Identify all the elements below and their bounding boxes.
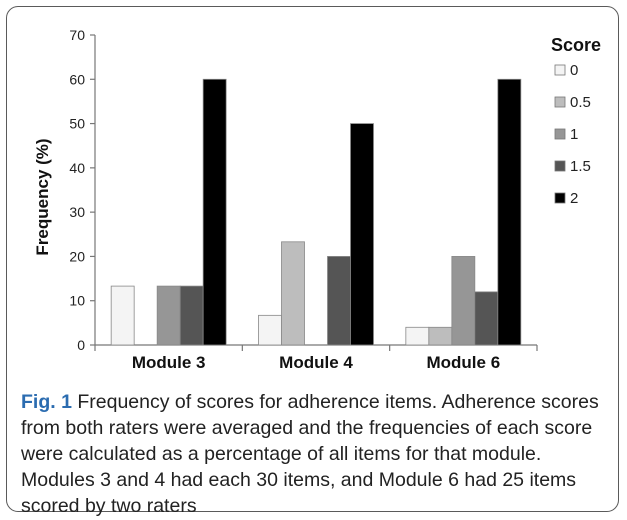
bar [497,78,522,346]
y-tick-label: 20 [69,248,85,264]
bar [110,285,135,346]
y-tick-label: 0 [77,337,85,353]
y-tick-label: 60 [69,71,85,87]
y-tick-label: 50 [69,116,85,132]
y-axis-label: Frequency (%) [33,138,52,255]
legend-label: 1 [570,126,578,143]
y-tick-label: 30 [69,204,85,220]
bar [258,314,282,346]
figure-label: Fig. 1 [21,391,72,413]
bar [405,326,430,346]
bar [202,78,227,346]
y-tick-label: 10 [69,293,85,309]
bars [110,78,522,346]
legend-swatch [554,96,566,108]
bar [179,285,204,346]
legend-swatch [554,128,566,140]
legend-swatch [554,160,566,172]
bar [451,256,476,346]
y-tick-label: 70 [69,27,85,43]
figure-panel: 0 10 20 30 40 50 60 70 Module 3 Module 4 Module 6… [6,6,619,517]
legend-label: 2 [570,190,578,207]
figure-caption: Fig. 1 Frequency of scores for adherence… [21,389,611,519]
legend-title: Score [551,35,601,55]
legend-label: 0 [570,62,578,79]
bar [428,326,453,346]
bar [281,241,305,346]
x-tick-label: Module 6 [426,353,500,372]
legend-label: 0.5 [570,94,591,111]
x-axis: Module 3 Module 4 Module 6 [94,344,538,372]
y-axis: 0 10 20 30 40 50 60 70 [69,27,96,353]
x-tick-label: Module 4 [279,353,353,372]
y-tick-label: 40 [69,160,85,176]
legend-label: 1.5 [570,158,591,175]
legend-swatch [554,192,566,204]
bar [350,123,374,346]
legend-swatch [554,64,566,76]
x-tick-label: Module 3 [132,353,206,372]
caption-text: Frequency of scores for adherence items.… [21,391,599,517]
bar [474,291,499,346]
legend: Score 0 0.5 1 1.5 2 [551,35,601,207]
bar [156,285,181,346]
bar [327,256,351,346]
